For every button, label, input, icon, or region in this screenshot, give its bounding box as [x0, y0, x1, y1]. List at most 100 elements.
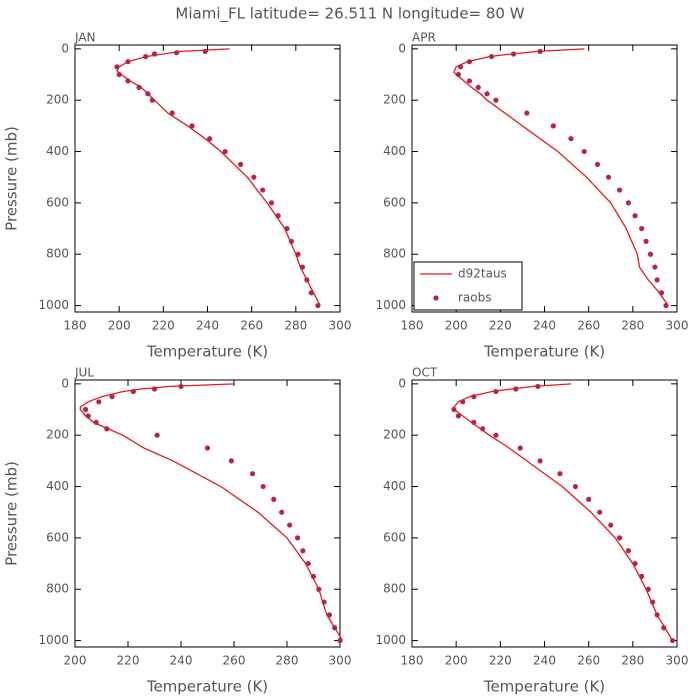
raob-point — [268, 200, 275, 206]
legend-label: d92taus — [458, 267, 507, 281]
x-tick-label: 180 — [401, 319, 424, 333]
raob-point — [661, 625, 667, 631]
raob-point — [310, 573, 317, 579]
raob-point — [493, 432, 499, 438]
raob-point — [510, 51, 517, 57]
raob-point — [189, 123, 195, 129]
raob-point — [300, 548, 306, 554]
raob-point — [594, 161, 601, 167]
raob-point — [125, 78, 131, 84]
raob-point — [480, 426, 486, 432]
raob-point — [295, 251, 301, 257]
raob-point — [251, 174, 257, 180]
y-tick-label: 200 — [46, 93, 69, 107]
y-tick-label: 400 — [46, 479, 69, 493]
raob-point — [316, 586, 322, 592]
y-tick-label: 600 — [383, 195, 406, 209]
y-tick-label: 200 — [46, 428, 69, 442]
raob-point — [632, 213, 638, 219]
raob-point — [654, 612, 660, 618]
raob-point — [288, 238, 295, 244]
raob-point — [284, 225, 290, 232]
raob-point — [332, 625, 338, 631]
raob-point — [228, 458, 234, 464]
raob-point — [238, 161, 244, 167]
raob-point — [488, 53, 495, 60]
raob-point — [315, 302, 321, 309]
raob-point — [669, 637, 676, 644]
raob-point — [326, 612, 332, 618]
raob-point — [275, 213, 281, 219]
raob-point — [647, 251, 654, 257]
raob-point — [279, 509, 285, 515]
raob-point — [616, 187, 623, 193]
x-tick-label: 240 — [533, 319, 556, 333]
y-tick-label: 1000 — [38, 633, 69, 647]
raob-point — [299, 264, 306, 270]
y-tick-label: 1000 — [38, 298, 69, 312]
raob-point — [466, 59, 473, 65]
page-title: Miami_FL latitude= 26.511 N longitude= 8… — [175, 5, 524, 24]
raob-point — [271, 496, 277, 502]
x-tick-label: 260 — [577, 654, 600, 668]
raob-point — [581, 148, 587, 155]
y-tick-label: 1000 — [375, 298, 406, 312]
panel-label: JAN — [74, 31, 96, 45]
x-tick-label: 300 — [666, 319, 689, 333]
profile-line — [453, 48, 669, 306]
y-tick-label: 1000 — [375, 633, 406, 647]
raob-point — [460, 399, 466, 405]
raob-point — [337, 637, 343, 644]
raob-point — [586, 496, 592, 502]
raob-point — [524, 110, 530, 116]
raob-point — [645, 586, 651, 592]
raob-point — [632, 560, 638, 567]
x-tick-label: 220 — [489, 654, 512, 668]
x-tick-label: 300 — [329, 319, 352, 333]
raob-point — [308, 290, 314, 296]
raob-point — [321, 599, 327, 605]
y-tick-label: 800 — [383, 582, 406, 596]
y-tick-label: 800 — [46, 582, 69, 596]
raob-point — [222, 148, 228, 155]
x-tick-label: 200 — [64, 654, 87, 668]
raob-point — [471, 394, 477, 400]
y-tick-label: 600 — [46, 195, 69, 209]
y-tick-label: 400 — [383, 144, 406, 158]
raob-point — [557, 471, 563, 477]
legend-marker — [433, 295, 439, 301]
raob-point — [650, 599, 656, 605]
raob-point — [457, 64, 464, 70]
x-axis-label: Temperature (K) — [146, 678, 268, 696]
raob-point — [104, 426, 110, 432]
plot-frame — [74, 379, 341, 648]
x-tick-label: 280 — [621, 654, 644, 668]
x-tick-label: 280 — [621, 319, 644, 333]
y-tick-label: 800 — [383, 247, 406, 261]
raob-point — [639, 225, 645, 232]
raob-point — [304, 277, 310, 283]
raob-point — [130, 388, 136, 395]
x-tick-label: 200 — [108, 319, 131, 333]
raob-point — [535, 383, 541, 390]
raob-point — [484, 91, 490, 97]
x-axis-label: Temperature (K) — [483, 343, 605, 361]
y-tick-label: 200 — [383, 93, 406, 107]
raob-point — [605, 174, 612, 180]
x-tick-label: 200 — [445, 319, 468, 333]
panel-label: APR — [412, 31, 436, 45]
raob-point — [537, 48, 543, 55]
raob-point — [173, 50, 180, 56]
x-tick-label: 300 — [666, 654, 689, 668]
raob-point — [643, 238, 649, 244]
x-tick-label: 280 — [276, 654, 299, 668]
y-tick-label: 0 — [61, 376, 69, 390]
raob-point — [517, 445, 523, 451]
x-tick-label: 260 — [577, 319, 600, 333]
raob-point — [178, 383, 184, 390]
raob-point — [305, 560, 311, 567]
raob-point — [471, 419, 477, 425]
x-tick-label: 240 — [533, 654, 556, 668]
x-tick-label: 240 — [196, 319, 219, 333]
